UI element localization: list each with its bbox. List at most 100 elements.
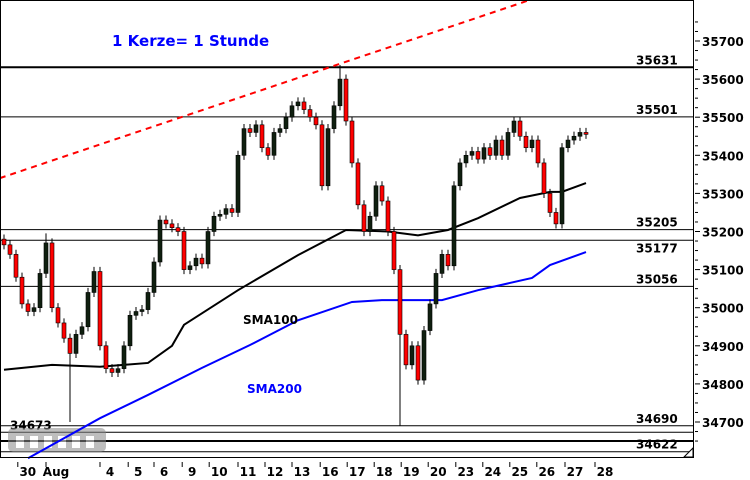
candle-body: [427, 303, 433, 331]
x-tick-label: 24: [484, 465, 501, 479]
candle-body: [235, 155, 241, 213]
x-tick-label: 13: [294, 465, 311, 479]
candle-body: [271, 132, 277, 156]
candle-body: [43, 242, 49, 274]
y-tick-label: 34900: [702, 340, 744, 354]
candle-body: [289, 105, 295, 118]
watermark-logo: [8, 428, 106, 452]
level-label: 34690: [636, 412, 678, 426]
sma200-label: SMA200: [247, 382, 302, 396]
candle-body: [469, 151, 475, 156]
candle-body: [433, 273, 439, 305]
x-tick-label: 23: [457, 465, 474, 479]
candle-body: [127, 315, 133, 347]
x-axis: 30 Aug 4 5 6 9 10 11 12 13 16 17 18 19 20 23 24 25 26 27 28: [17, 462, 613, 479]
candle-body: [331, 105, 337, 129]
x-tick-label: 20: [430, 465, 447, 479]
candle-body: [61, 322, 67, 339]
level-label: 35205: [636, 216, 678, 230]
candle-body: [211, 215, 217, 232]
candle-body: [67, 337, 73, 354]
candle-body: [205, 231, 211, 265]
candle-body: [337, 78, 343, 107]
level-label: 34622: [636, 438, 678, 452]
candle-body: [343, 78, 349, 122]
x-tick-label: 5: [134, 465, 142, 479]
candle-body: [241, 128, 247, 156]
candle-body: [547, 193, 553, 213]
candle-body: [541, 162, 547, 194]
candle-body: [265, 147, 271, 156]
candle-body: [397, 269, 403, 335]
candle-body: [247, 128, 253, 133]
candle-body: [193, 257, 199, 267]
candle-body: [523, 135, 529, 148]
candle-body: [529, 139, 535, 148]
candle-body: [85, 292, 91, 328]
candle-body: [415, 345, 421, 381]
candle-body: [463, 155, 469, 164]
candle-body: [115, 368, 121, 373]
candle-body: [37, 273, 43, 309]
candle-body: [481, 147, 487, 160]
candle-body: [403, 334, 409, 366]
candle-body: [151, 261, 157, 293]
y-tick-label: 35000: [702, 302, 744, 316]
candle-body: [103, 345, 109, 369]
candle-body: [157, 219, 163, 263]
candle-body: [421, 330, 427, 381]
level-label: 35056: [636, 272, 678, 286]
candles: [1, 65, 589, 426]
resistance-trendline: [0, 0, 531, 180]
candle-body: [517, 120, 523, 137]
y-tick-label: 35700: [702, 35, 744, 49]
candle-body: [439, 254, 445, 274]
candle-body: [493, 139, 499, 156]
candle-body: [1, 238, 7, 246]
candle-body: [385, 200, 391, 232]
x-tick-label: 25: [511, 465, 528, 479]
candle-body: [49, 242, 55, 308]
x-tick-label: 26: [538, 465, 555, 479]
candle-body: [505, 132, 511, 156]
sma100-label: SMA100: [243, 313, 298, 327]
candle-body: [79, 326, 85, 335]
candle-body: [499, 139, 505, 156]
candle-body: [391, 231, 397, 270]
y-tick-label: 34700: [702, 416, 744, 430]
candle-body: [571, 135, 577, 141]
candle-body: [73, 334, 79, 354]
moving-averages: [3, 182, 587, 460]
candle-body: [307, 109, 313, 118]
candle-body: [109, 368, 115, 373]
x-tick-label: 11: [240, 465, 257, 479]
candle-body: [259, 124, 265, 148]
sma100-line: [3, 182, 587, 371]
candle-body: [373, 185, 379, 217]
candle-body: [55, 307, 61, 324]
level-label: 35177: [636, 241, 678, 255]
candle-body: [181, 231, 187, 270]
candle-body: [223, 208, 229, 215]
x-tick-label: 10: [211, 465, 228, 479]
resize-corner-icon[interactable]: [682, 446, 694, 458]
x-tick-label: 9: [188, 465, 196, 479]
candle-body: [475, 151, 481, 160]
candle-body: [163, 219, 169, 225]
candle-body: [283, 116, 289, 129]
candle-body: [133, 311, 139, 316]
x-tick-label: 30: [19, 465, 36, 479]
candle-body: [565, 139, 571, 148]
sma200-line: [27, 251, 587, 460]
x-tick-label: 17: [349, 465, 366, 479]
candle-body: [535, 139, 541, 164]
candle-body: [7, 244, 13, 255]
candle-body: [445, 254, 451, 267]
x-tick-label: 16: [322, 465, 339, 479]
candle-body: [97, 271, 103, 347]
candle-body: [19, 276, 25, 305]
candle-body: [511, 120, 517, 133]
candle-body: [487, 147, 493, 156]
candle-body: [145, 292, 151, 310]
candle-body: [169, 223, 175, 228]
